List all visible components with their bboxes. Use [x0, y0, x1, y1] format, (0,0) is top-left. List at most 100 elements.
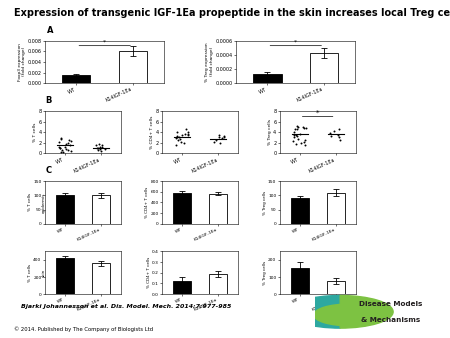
- Point: [300, 125, 307, 130]
- Point: [95, 141, 103, 147]
- Point: [221, 134, 228, 139]
- Point: [184, 131, 191, 137]
- Point: [327, 130, 334, 136]
- Text: & Mechanisms: & Mechanisms: [361, 317, 420, 322]
- Point: [294, 127, 301, 132]
- Point: [300, 124, 307, 129]
- Point: [101, 146, 108, 151]
- Point: [96, 146, 104, 152]
- Point: [293, 123, 300, 128]
- Circle shape: [314, 304, 384, 326]
- Point: [292, 141, 299, 147]
- Point: [178, 139, 185, 144]
- Y-axis label: % Treg cells: % Treg cells: [262, 190, 266, 215]
- Point: [212, 138, 220, 143]
- Point: [176, 136, 183, 141]
- Y-axis label: % Treg cells: % Treg cells: [268, 119, 272, 145]
- Point: [173, 134, 180, 139]
- Bar: [173, 281, 191, 294]
- Point: [99, 144, 106, 150]
- Point: [336, 138, 343, 143]
- Point: [335, 132, 342, 138]
- Text: © 2014. Published by The Company of Biologists Ltd: © 2014. Published by The Company of Biol…: [14, 326, 153, 332]
- Point: [59, 149, 67, 154]
- Wedge shape: [287, 295, 340, 328]
- Point: [290, 138, 297, 143]
- Point: [297, 140, 305, 146]
- Point: [93, 143, 100, 148]
- Point: [291, 126, 298, 132]
- Point: [294, 136, 302, 141]
- Point: [211, 139, 218, 144]
- Bar: [310, 53, 338, 83]
- Y-axis label: % T cells: % T cells: [33, 122, 37, 142]
- Point: [327, 133, 334, 139]
- Point: [94, 145, 102, 151]
- Point: [184, 132, 192, 138]
- Bar: [62, 75, 90, 83]
- Text: B: B: [46, 96, 52, 105]
- Bar: [209, 274, 227, 294]
- Bar: [56, 258, 74, 294]
- Point: [57, 145, 64, 150]
- Point: [62, 144, 69, 150]
- Text: A: A: [47, 26, 53, 35]
- Y-axis label: % Treg expression
(fold change): % Treg expression (fold change): [206, 42, 214, 82]
- Point: [301, 143, 308, 148]
- Point: [64, 147, 72, 152]
- Point: [293, 134, 300, 139]
- Point: [181, 131, 188, 137]
- Point: [97, 144, 104, 149]
- Point: [291, 135, 298, 140]
- Point: [63, 146, 70, 152]
- Text: *: *: [294, 40, 297, 45]
- Point: [302, 125, 310, 130]
- Bar: [209, 194, 227, 224]
- Point: [63, 142, 70, 147]
- Point: [64, 141, 71, 146]
- Point: [180, 140, 187, 146]
- Point: [172, 135, 180, 141]
- Bar: [119, 51, 147, 83]
- Point: [98, 149, 105, 154]
- Point: [174, 138, 181, 143]
- Y-axis label: % T cells: % T cells: [28, 264, 32, 282]
- Y-axis label: % CD4+ T cells: % CD4+ T cells: [147, 257, 151, 288]
- Point: [67, 148, 74, 153]
- Point: [58, 136, 65, 142]
- Point: [184, 129, 192, 135]
- Point: [173, 143, 180, 148]
- Point: [336, 127, 343, 132]
- Point: [291, 132, 298, 138]
- Text: epidermis: epidermis: [42, 192, 46, 213]
- Point: [335, 135, 342, 140]
- Point: [68, 139, 75, 144]
- Text: C: C: [46, 167, 52, 175]
- Point: [94, 145, 101, 150]
- Point: [290, 129, 297, 135]
- Point: [55, 144, 63, 149]
- Wedge shape: [340, 295, 393, 328]
- Bar: [327, 193, 345, 224]
- Y-axis label: Foxp3 expression
(fold change): Foxp3 expression (fold change): [18, 43, 26, 81]
- Point: [174, 129, 181, 134]
- Point: [215, 135, 222, 140]
- Point: [330, 128, 338, 134]
- Point: [58, 148, 66, 153]
- Text: Bjarki Johannesson et al. Dis. Model. Mech. 2014;7:977-985: Bjarki Johannesson et al. Dis. Model. Me…: [21, 304, 231, 309]
- Text: Disease Models: Disease Models: [359, 301, 422, 307]
- Point: [183, 127, 190, 132]
- Bar: [92, 263, 110, 294]
- Point: [300, 139, 307, 144]
- Point: [66, 138, 73, 143]
- Point: [217, 140, 224, 146]
- Point: [99, 142, 106, 148]
- Point: [55, 140, 62, 145]
- Point: [292, 132, 299, 138]
- Point: [295, 124, 302, 129]
- Bar: [173, 193, 191, 224]
- Text: *: *: [103, 40, 106, 45]
- Point: [297, 131, 304, 137]
- Bar: [56, 195, 74, 224]
- Bar: [92, 195, 110, 224]
